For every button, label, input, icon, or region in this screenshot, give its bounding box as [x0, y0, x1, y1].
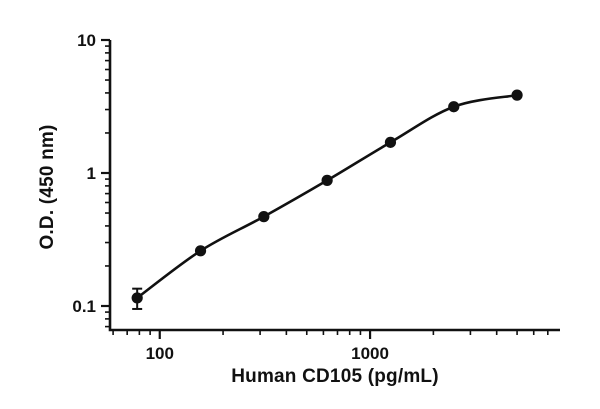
x-tick-label: 100: [146, 344, 174, 363]
data-point: [131, 292, 143, 304]
data-point: [194, 245, 207, 257]
x-tick-label: 1000: [351, 344, 389, 363]
y-tick-label: 0.1: [72, 297, 96, 316]
data-point: [321, 174, 333, 186]
data-point: [511, 89, 523, 101]
axes-lines: [108, 40, 560, 332]
data-point: [448, 101, 460, 113]
data-point: [384, 136, 397, 148]
x-axis-title: Human CD105 (pg/mL): [231, 366, 439, 387]
y-tick-label: 10: [77, 31, 96, 50]
y-tick-label: 1: [87, 164, 96, 183]
fit-curve: [136, 93, 518, 299]
data-point: [258, 211, 270, 223]
y-axis-title: O.D. (450 nm): [37, 124, 58, 250]
